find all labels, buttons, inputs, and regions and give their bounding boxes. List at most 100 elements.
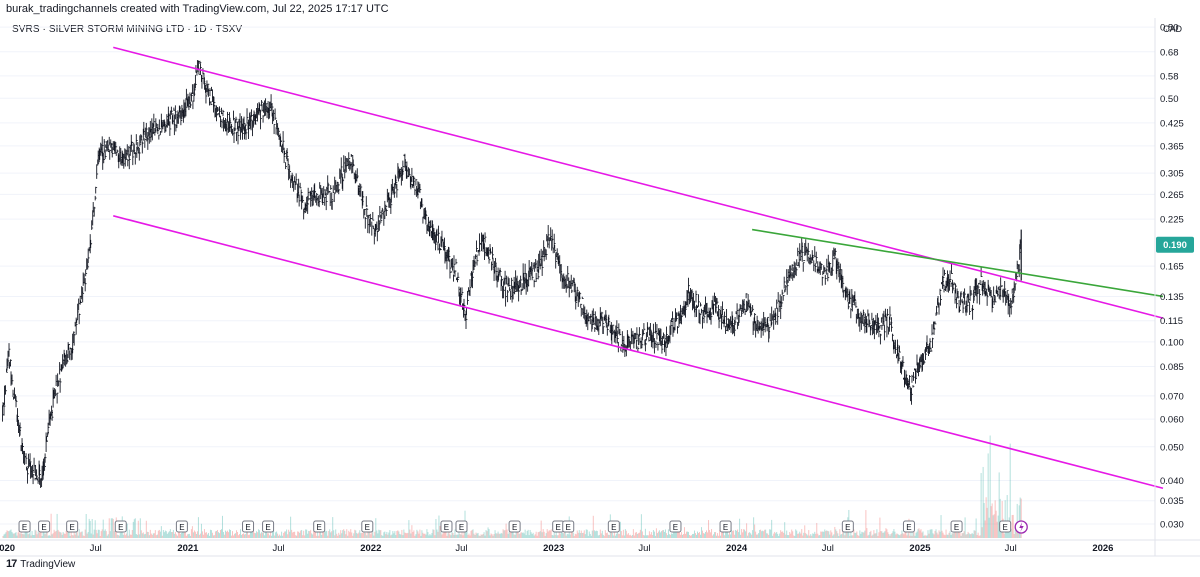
price-axis[interactable]: 0.80 0.68 0.58 0.50 0.425 0.365 0.305 0.265 0.22… xyxy=(1154,18,1194,556)
trend-lines[interactable] xyxy=(113,46,1164,490)
volume-bar xyxy=(769,529,771,538)
volume-bar xyxy=(5,532,7,538)
volume-bar xyxy=(296,535,298,538)
volume-bar xyxy=(475,532,477,538)
volume-bar xyxy=(129,534,131,538)
volume-bar xyxy=(522,532,524,538)
volume-bar xyxy=(867,535,869,538)
volume-bar xyxy=(145,520,147,538)
volume-bar xyxy=(701,527,703,538)
volume-bar xyxy=(285,531,287,538)
earnings-marker-icon xyxy=(38,520,51,533)
volume-bar xyxy=(18,529,20,538)
volume-bar xyxy=(345,534,347,538)
volume-bar xyxy=(301,529,303,538)
volume-bar xyxy=(4,533,6,538)
volume-bar xyxy=(400,534,402,538)
volume-bar xyxy=(104,529,106,538)
volume-bar xyxy=(408,520,410,538)
volume-bar xyxy=(402,535,404,538)
volume-bar xyxy=(356,533,358,538)
volume-bar xyxy=(736,530,738,538)
volume-bar xyxy=(339,534,341,538)
volume-bar xyxy=(432,529,434,538)
volume-bar xyxy=(934,530,936,538)
volume-bar xyxy=(853,529,855,538)
volume-bar xyxy=(171,532,173,538)
earnings-marker-icon xyxy=(508,520,521,533)
volume-bar xyxy=(590,535,592,538)
volume-bar xyxy=(963,531,965,538)
volume-bar xyxy=(955,531,957,538)
volume-bar xyxy=(234,533,236,538)
volume-bar xyxy=(373,535,375,538)
volume-bar xyxy=(321,534,323,538)
earnings-marker-icon xyxy=(562,520,575,533)
volume-bar xyxy=(815,533,817,538)
volume-bar xyxy=(186,534,188,538)
volume-bar xyxy=(651,535,653,538)
volume-bar xyxy=(46,531,48,538)
volume-bar xyxy=(263,532,265,538)
volume-bar xyxy=(164,530,166,538)
volume-bar xyxy=(275,532,277,538)
volume-bar xyxy=(752,530,754,538)
earnings-marker-label: E xyxy=(723,523,728,532)
volume-bar xyxy=(96,533,98,538)
volume-bar xyxy=(111,518,113,538)
volume-bar xyxy=(124,535,126,538)
volume-bar xyxy=(154,530,156,538)
volume-bar xyxy=(620,531,622,538)
volume-bar xyxy=(261,532,263,538)
volume-bar xyxy=(298,531,300,538)
earnings-marker-label: E xyxy=(673,523,678,532)
volume-bar xyxy=(216,529,218,538)
volume-bar xyxy=(346,529,348,538)
volume-bar xyxy=(836,531,838,538)
volume-bar xyxy=(888,534,890,538)
volume-bar xyxy=(821,531,823,538)
volume-bar xyxy=(155,535,157,538)
volume-bar xyxy=(97,529,99,538)
y-tick-label: 0.305 xyxy=(1160,169,1184,180)
volume-bar xyxy=(355,530,357,538)
volume-bar xyxy=(190,529,192,538)
volume-bar xyxy=(715,532,717,538)
volume-bar xyxy=(759,529,761,538)
time-axis[interactable]: 2020 Jul 2021 Jul 2022 Jul 2023 Jul 2024 Jul 2025 J… xyxy=(0,539,1200,557)
volume-bar xyxy=(646,535,648,538)
lightning-icon xyxy=(1019,522,1024,532)
volume-bar xyxy=(287,534,289,538)
volume-bar xyxy=(655,528,657,538)
volume-bar xyxy=(968,533,970,538)
volume-bar xyxy=(429,534,431,538)
earnings-marker-label: E xyxy=(954,523,959,532)
volume-bar xyxy=(610,530,612,538)
volume-bar xyxy=(864,530,866,538)
volume-bar xyxy=(9,530,11,538)
volume-bar xyxy=(22,533,24,538)
volume-bar xyxy=(357,533,359,538)
volume-bar xyxy=(941,530,943,538)
volume-bar xyxy=(253,531,255,538)
volume-bar xyxy=(680,532,682,538)
volume-bar xyxy=(300,530,302,538)
volume-bar xyxy=(385,534,387,538)
volume-bar xyxy=(648,531,650,538)
volume-bar xyxy=(109,531,111,538)
volume-bar xyxy=(570,529,572,538)
volume-bar xyxy=(937,534,939,538)
volume-bar xyxy=(476,533,478,538)
volume-bar xyxy=(141,533,143,538)
volume-bar xyxy=(940,515,942,538)
volume-bar xyxy=(220,529,222,538)
volume-bar xyxy=(929,529,931,538)
volume-bar xyxy=(496,533,498,538)
volume-bar xyxy=(783,532,785,538)
volume-bar xyxy=(485,530,487,538)
volume-bar xyxy=(595,530,597,538)
volume-bar xyxy=(826,530,828,538)
volume-bar xyxy=(793,535,795,538)
